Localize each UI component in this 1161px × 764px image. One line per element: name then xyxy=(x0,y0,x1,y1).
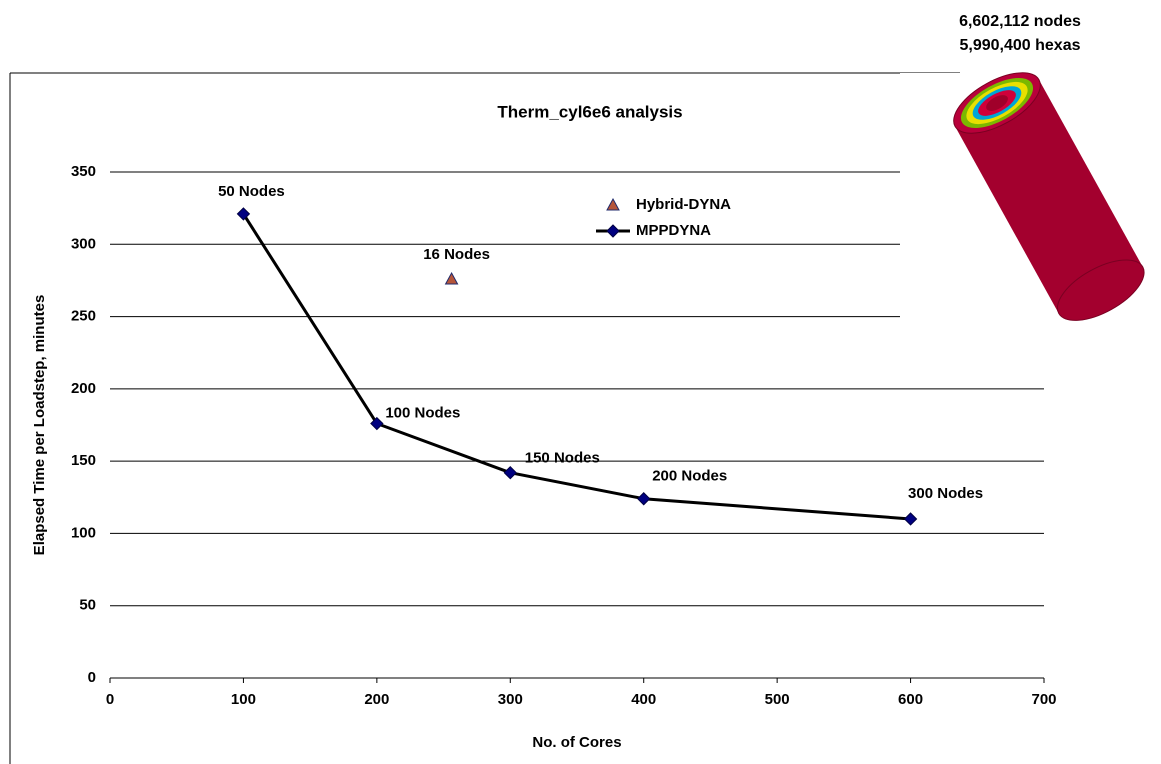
x-tick-label: 500 xyxy=(765,691,790,708)
legend-label: MPPDYNA xyxy=(636,222,711,239)
y-tick-label: 0 xyxy=(88,669,96,686)
point-label: 150 Nodes xyxy=(525,450,600,467)
x-axis-label: No. of Cores xyxy=(532,734,621,751)
point-label: 200 Nodes xyxy=(652,468,727,485)
cylinder-image: 6,602,112 nodes 5,990,400 hexas xyxy=(900,13,1161,363)
point-label: 100 Nodes xyxy=(385,405,460,422)
annotation: 6,602,112 nodes xyxy=(959,13,1081,30)
chart-title: Therm_cyl6e6 analysis xyxy=(497,102,682,121)
x-tick-label: 300 xyxy=(498,691,523,708)
y-tick-label: 200 xyxy=(71,380,96,397)
x-tick-label: 700 xyxy=(1031,691,1056,708)
y-tick-label: 100 xyxy=(71,524,96,541)
x-tick-label: 100 xyxy=(231,691,256,708)
y-tick-label: 350 xyxy=(71,163,96,180)
annotation: 5,990,400 hexas xyxy=(960,37,1081,54)
data-point xyxy=(504,467,516,479)
x-tick-label: 600 xyxy=(898,691,923,708)
point-label: 300 Nodes xyxy=(908,485,983,502)
y-axis-label: Elapsed Time per Loadstep, minutes xyxy=(31,295,48,556)
data-point xyxy=(446,273,458,284)
y-tick-label: 250 xyxy=(71,308,96,325)
data-point xyxy=(905,513,917,525)
x-tick-label: 200 xyxy=(364,691,389,708)
chart: Therm_cyl6e6 analysis No. of Cores Elaps… xyxy=(0,0,1161,764)
x-tick-label: 0 xyxy=(106,691,114,708)
y-tick-label: 300 xyxy=(71,235,96,252)
point-label: 50 Nodes xyxy=(218,183,285,200)
legend-label: Hybrid-DYNA xyxy=(636,196,731,213)
y-tick-label: 150 xyxy=(71,452,96,469)
y-tick-label: 50 xyxy=(79,597,96,614)
series-line xyxy=(243,214,910,519)
data-point xyxy=(638,493,650,505)
point-label: 16 Nodes xyxy=(423,246,490,263)
x-tick-label: 400 xyxy=(631,691,656,708)
